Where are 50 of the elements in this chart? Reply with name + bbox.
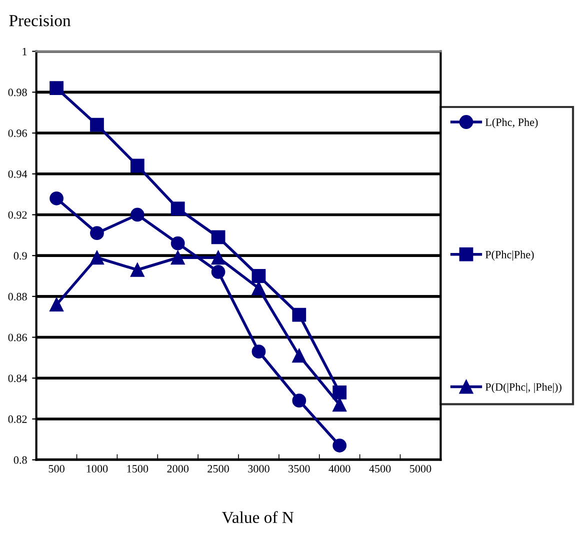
x-tick-label: 1000 bbox=[86, 465, 108, 472]
point bbox=[50, 298, 64, 312]
point bbox=[130, 208, 144, 222]
x-tick-label: 5000 bbox=[410, 465, 432, 472]
point bbox=[130, 158, 144, 173]
point bbox=[170, 236, 185, 250]
legend-label: P(D(|Phc|, |Phe|)) bbox=[485, 382, 562, 394]
x-tick-label: 1500 bbox=[127, 465, 148, 472]
point bbox=[332, 438, 347, 452]
point bbox=[90, 250, 104, 265]
point bbox=[252, 269, 266, 283]
y-tick-label: 0.84 bbox=[8, 374, 28, 382]
point bbox=[90, 226, 104, 240]
y-tick-label: 0.92 bbox=[8, 211, 27, 219]
x-tick-label: 2000 bbox=[167, 465, 189, 472]
x-tick-label: 4000 bbox=[328, 465, 350, 472]
y-tick-label: 0.94 bbox=[8, 170, 28, 178]
legend-label: P(Phc|Phe) bbox=[485, 250, 534, 261]
point bbox=[211, 264, 226, 279]
point bbox=[252, 281, 266, 296]
y-tick-label: 0.82 bbox=[8, 415, 27, 423]
y-tick-label: 0.96 bbox=[8, 130, 27, 138]
point bbox=[292, 394, 306, 408]
x-tick-label: 3500 bbox=[288, 465, 310, 472]
point bbox=[332, 398, 347, 412]
x-tick-label: 500 bbox=[48, 465, 64, 472]
y-tick-label: 0.88 bbox=[8, 292, 27, 300]
point bbox=[211, 230, 226, 244]
x-tick-label: 3000 bbox=[248, 465, 270, 472]
x-axis-title: Value of N bbox=[222, 511, 294, 524]
x-tick-label: 2500 bbox=[208, 465, 229, 472]
point bbox=[211, 250, 226, 265]
point bbox=[292, 308, 306, 322]
point bbox=[90, 118, 104, 132]
point bbox=[50, 81, 64, 96]
legend-label: L(Phc, Phe) bbox=[485, 118, 538, 128]
point bbox=[170, 202, 185, 216]
point bbox=[50, 191, 64, 206]
point bbox=[170, 250, 185, 265]
point bbox=[332, 385, 347, 400]
point bbox=[130, 262, 144, 277]
point bbox=[252, 344, 266, 359]
y-tick-label: 0.8 bbox=[14, 456, 27, 464]
y-tick-label: 0.86 bbox=[8, 334, 27, 342]
point bbox=[292, 348, 306, 363]
y-tick-label: 0.98 bbox=[8, 88, 27, 96]
y-tick-label: 1 bbox=[22, 48, 27, 56]
y-tick-label: 0.9 bbox=[14, 252, 27, 260]
y-axis-title: Precision bbox=[9, 15, 71, 26]
x-tick-label: 4500 bbox=[369, 465, 391, 472]
